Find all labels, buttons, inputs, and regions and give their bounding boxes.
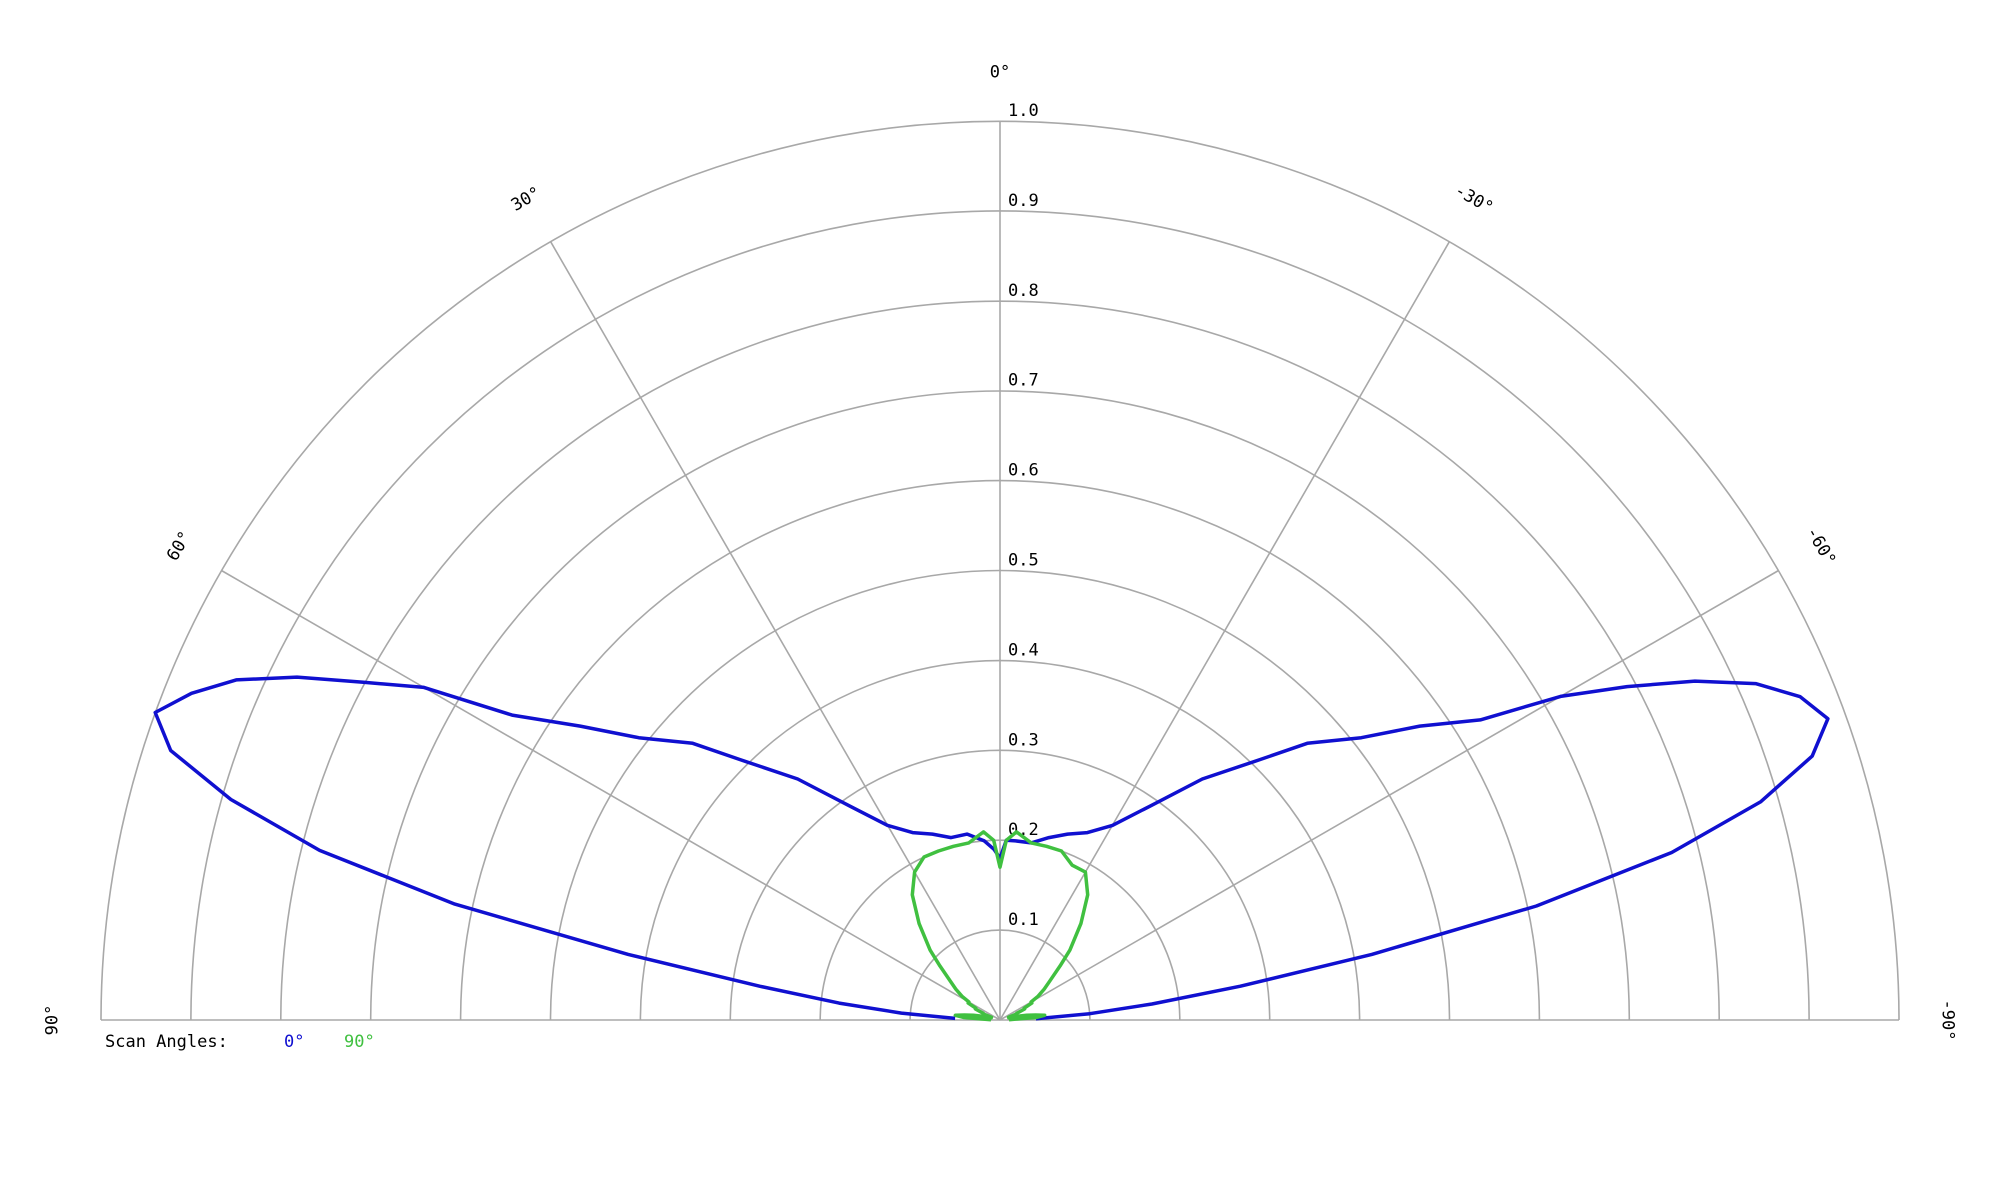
r-tick-label: 0.1 — [1008, 910, 1039, 930]
legend-entry: 90° — [344, 1032, 375, 1052]
grid-spoke — [221, 569, 1001, 1021]
r-tick-label: 0.2 — [1008, 820, 1039, 840]
series-line — [153, 675, 1830, 1021]
r-tick-label: 0.5 — [1008, 551, 1039, 571]
grid-spoke — [549, 241, 1001, 1021]
r-tick-label: 0.7 — [1008, 371, 1039, 391]
grid-spoke — [999, 569, 1779, 1021]
r-tick-label: 0.4 — [1008, 640, 1039, 660]
grid-spoke — [999, 241, 1451, 1021]
series-line — [910, 830, 1090, 1022]
r-tick-label: 0.8 — [1008, 281, 1039, 301]
r-tick-label: 0.3 — [1008, 730, 1039, 750]
angle-label: 0° — [990, 62, 1010, 82]
angle-label: -30° — [1451, 181, 1496, 219]
legend-title: Scan Angles: — [105, 1032, 228, 1052]
angle-label: -60° — [1802, 523, 1840, 568]
r-tick-label: 0.9 — [1008, 191, 1039, 211]
angle-label: 90° — [42, 1005, 62, 1036]
r-tick-label: 0.6 — [1008, 461, 1039, 481]
angle-label: 60° — [163, 528, 196, 565]
angle-label: -90° — [1938, 1000, 1958, 1041]
angle-label: 30° — [508, 183, 545, 216]
legend-entry: 0° — [284, 1032, 304, 1052]
r-tick-label: 1.0 — [1008, 101, 1039, 121]
